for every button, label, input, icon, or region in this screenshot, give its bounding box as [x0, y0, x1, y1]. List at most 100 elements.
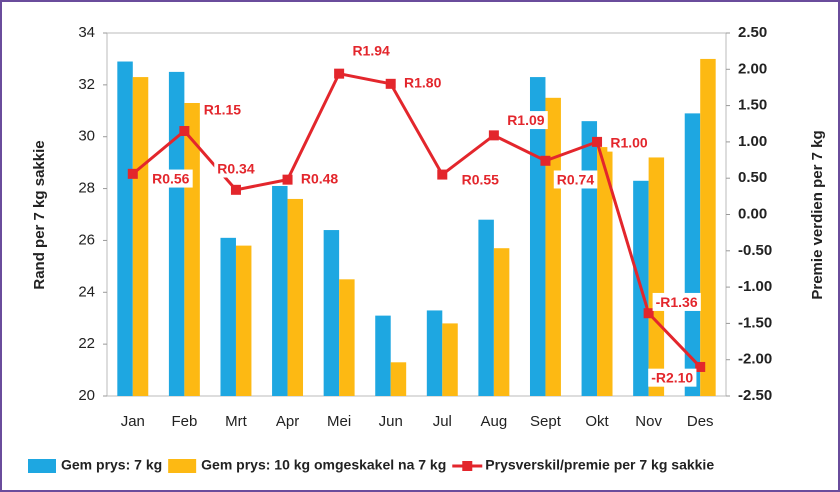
line-marker: [127, 168, 138, 179]
bar: [684, 113, 701, 396]
line-marker: [488, 130, 499, 141]
x-tick-label: Jun: [379, 413, 403, 430]
y2-tick-label: 2.50: [738, 24, 767, 41]
value-label: R1.80: [404, 75, 442, 91]
x-tick-label: Mei: [327, 413, 351, 430]
value-label: R0.74: [557, 171, 595, 187]
y2-tick-label: 1.00: [738, 133, 767, 150]
line-marker: [437, 169, 448, 180]
value-label: R0.56: [152, 171, 190, 187]
value-label-group: R0.34: [214, 159, 258, 178]
value-label-group: R0.48: [297, 169, 342, 188]
y-tick-label: 24: [78, 283, 95, 300]
y-tick-label: 32: [78, 76, 95, 93]
bar: [493, 248, 510, 396]
value-label-group: R0.74: [553, 170, 598, 189]
bar: [700, 58, 716, 397]
value-label: R1.00: [610, 135, 648, 151]
legend-swatch: [462, 461, 473, 471]
value-label-bg: [607, 133, 651, 152]
value-label: R1.94: [352, 42, 390, 58]
x-tick-label: Okt: [585, 413, 609, 430]
bar: [581, 121, 598, 397]
line-marker: [643, 308, 654, 319]
bar: [648, 157, 665, 396]
y-tick-label: 20: [78, 387, 95, 404]
bar: [545, 97, 561, 397]
y2-tick-label: -1.50: [738, 314, 772, 331]
value-label: R0.48: [301, 170, 339, 186]
value-label-bg: [458, 170, 503, 189]
x-tick-label: Jan: [121, 413, 145, 430]
value-label-group: R0.56: [149, 169, 193, 188]
y2-axis-title: Premie verdien per 7 kg: [809, 130, 826, 299]
value-label-group: R0.55: [458, 170, 503, 189]
value-label-group: -R2.10: [648, 368, 697, 387]
x-tick-label: Nov: [635, 413, 662, 430]
y2-tick-label: -2.50: [738, 387, 772, 404]
line-marker: [695, 361, 706, 372]
y-tick-label: 30: [78, 128, 95, 145]
bar: [220, 237, 236, 396]
x-tick-label: Sept: [530, 413, 562, 430]
y-tick-label: 22: [78, 335, 95, 352]
value-label-bg: [349, 41, 394, 60]
y-tick-label: 28: [78, 180, 95, 197]
value-label-bg: [401, 73, 445, 92]
bar: [442, 323, 458, 396]
x-tick-label: Feb: [171, 413, 197, 430]
x-tick-label: Jul: [433, 413, 452, 430]
value-label-bg: [200, 100, 245, 119]
bar: [597, 147, 613, 396]
y2-tick-label: -0.50: [738, 242, 772, 259]
bar: [272, 185, 288, 396]
value-label: -R2.10: [651, 370, 693, 386]
y2-tick-label: 2.00: [738, 60, 767, 77]
value-label-bg: [297, 169, 342, 188]
x-tick-label: Aug: [481, 413, 508, 430]
bar: [168, 71, 185, 397]
value-label: -R1.36: [656, 294, 698, 310]
legend-label: Prysverskil/premie per 7 kg sakkie: [485, 457, 714, 473]
value-label-group: R1.94: [349, 41, 394, 60]
legend-swatch: [28, 459, 56, 473]
value-label-bg: [648, 368, 697, 387]
bar: [287, 198, 304, 396]
value-label-group: R1.15: [200, 100, 245, 119]
bar: [132, 77, 149, 396]
y-tick-label: 34: [78, 24, 95, 41]
legend-swatch: [168, 459, 197, 473]
bar: [375, 315, 391, 396]
value-label: R0.55: [462, 171, 500, 187]
y2-tick-label: 0.00: [738, 205, 767, 222]
bar: [478, 219, 494, 396]
line-marker: [282, 174, 293, 185]
line-marker: [592, 136, 603, 147]
bar: [117, 61, 133, 397]
value-label-bg: [553, 170, 598, 189]
value-label-group: -R1.36: [652, 292, 701, 311]
bar: [323, 230, 340, 396]
y2-tick-label: -1.00: [738, 278, 772, 295]
value-label-group: R1.09: [504, 111, 548, 130]
line-marker: [540, 155, 551, 166]
y-axis-title: Rand per 7 kg sakkie: [31, 140, 48, 289]
value-label-bg: [652, 292, 701, 311]
line-marker: [179, 126, 190, 137]
bar: [426, 310, 443, 396]
bar: [339, 279, 355, 396]
line: [131, 71, 702, 368]
x-tick-label: Mrt: [225, 413, 247, 430]
value-label-group: R1.00: [607, 133, 651, 152]
value-label-bg: [214, 159, 258, 178]
y2-tick-label: -2.00: [738, 351, 772, 368]
x-tick-label: Apr: [276, 413, 299, 430]
legend-label: Gem prys: 10 kg omgeskakel na 7 kg: [201, 457, 446, 473]
value-label: R0.34: [217, 161, 255, 177]
value-label-group: R1.80: [401, 73, 445, 92]
value-label: R1.15: [204, 102, 242, 118]
line-marker: [334, 68, 345, 79]
legend-label: Gem prys: 7 kg: [61, 457, 162, 473]
value-label-bg: [504, 111, 548, 130]
